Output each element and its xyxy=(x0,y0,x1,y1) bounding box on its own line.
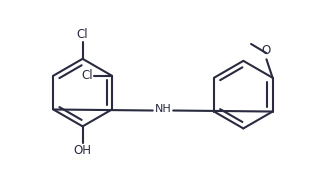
Text: Cl: Cl xyxy=(82,69,93,82)
Text: OH: OH xyxy=(74,144,91,157)
Text: Cl: Cl xyxy=(77,28,89,41)
Text: NH: NH xyxy=(155,104,171,115)
Text: O: O xyxy=(262,44,271,57)
